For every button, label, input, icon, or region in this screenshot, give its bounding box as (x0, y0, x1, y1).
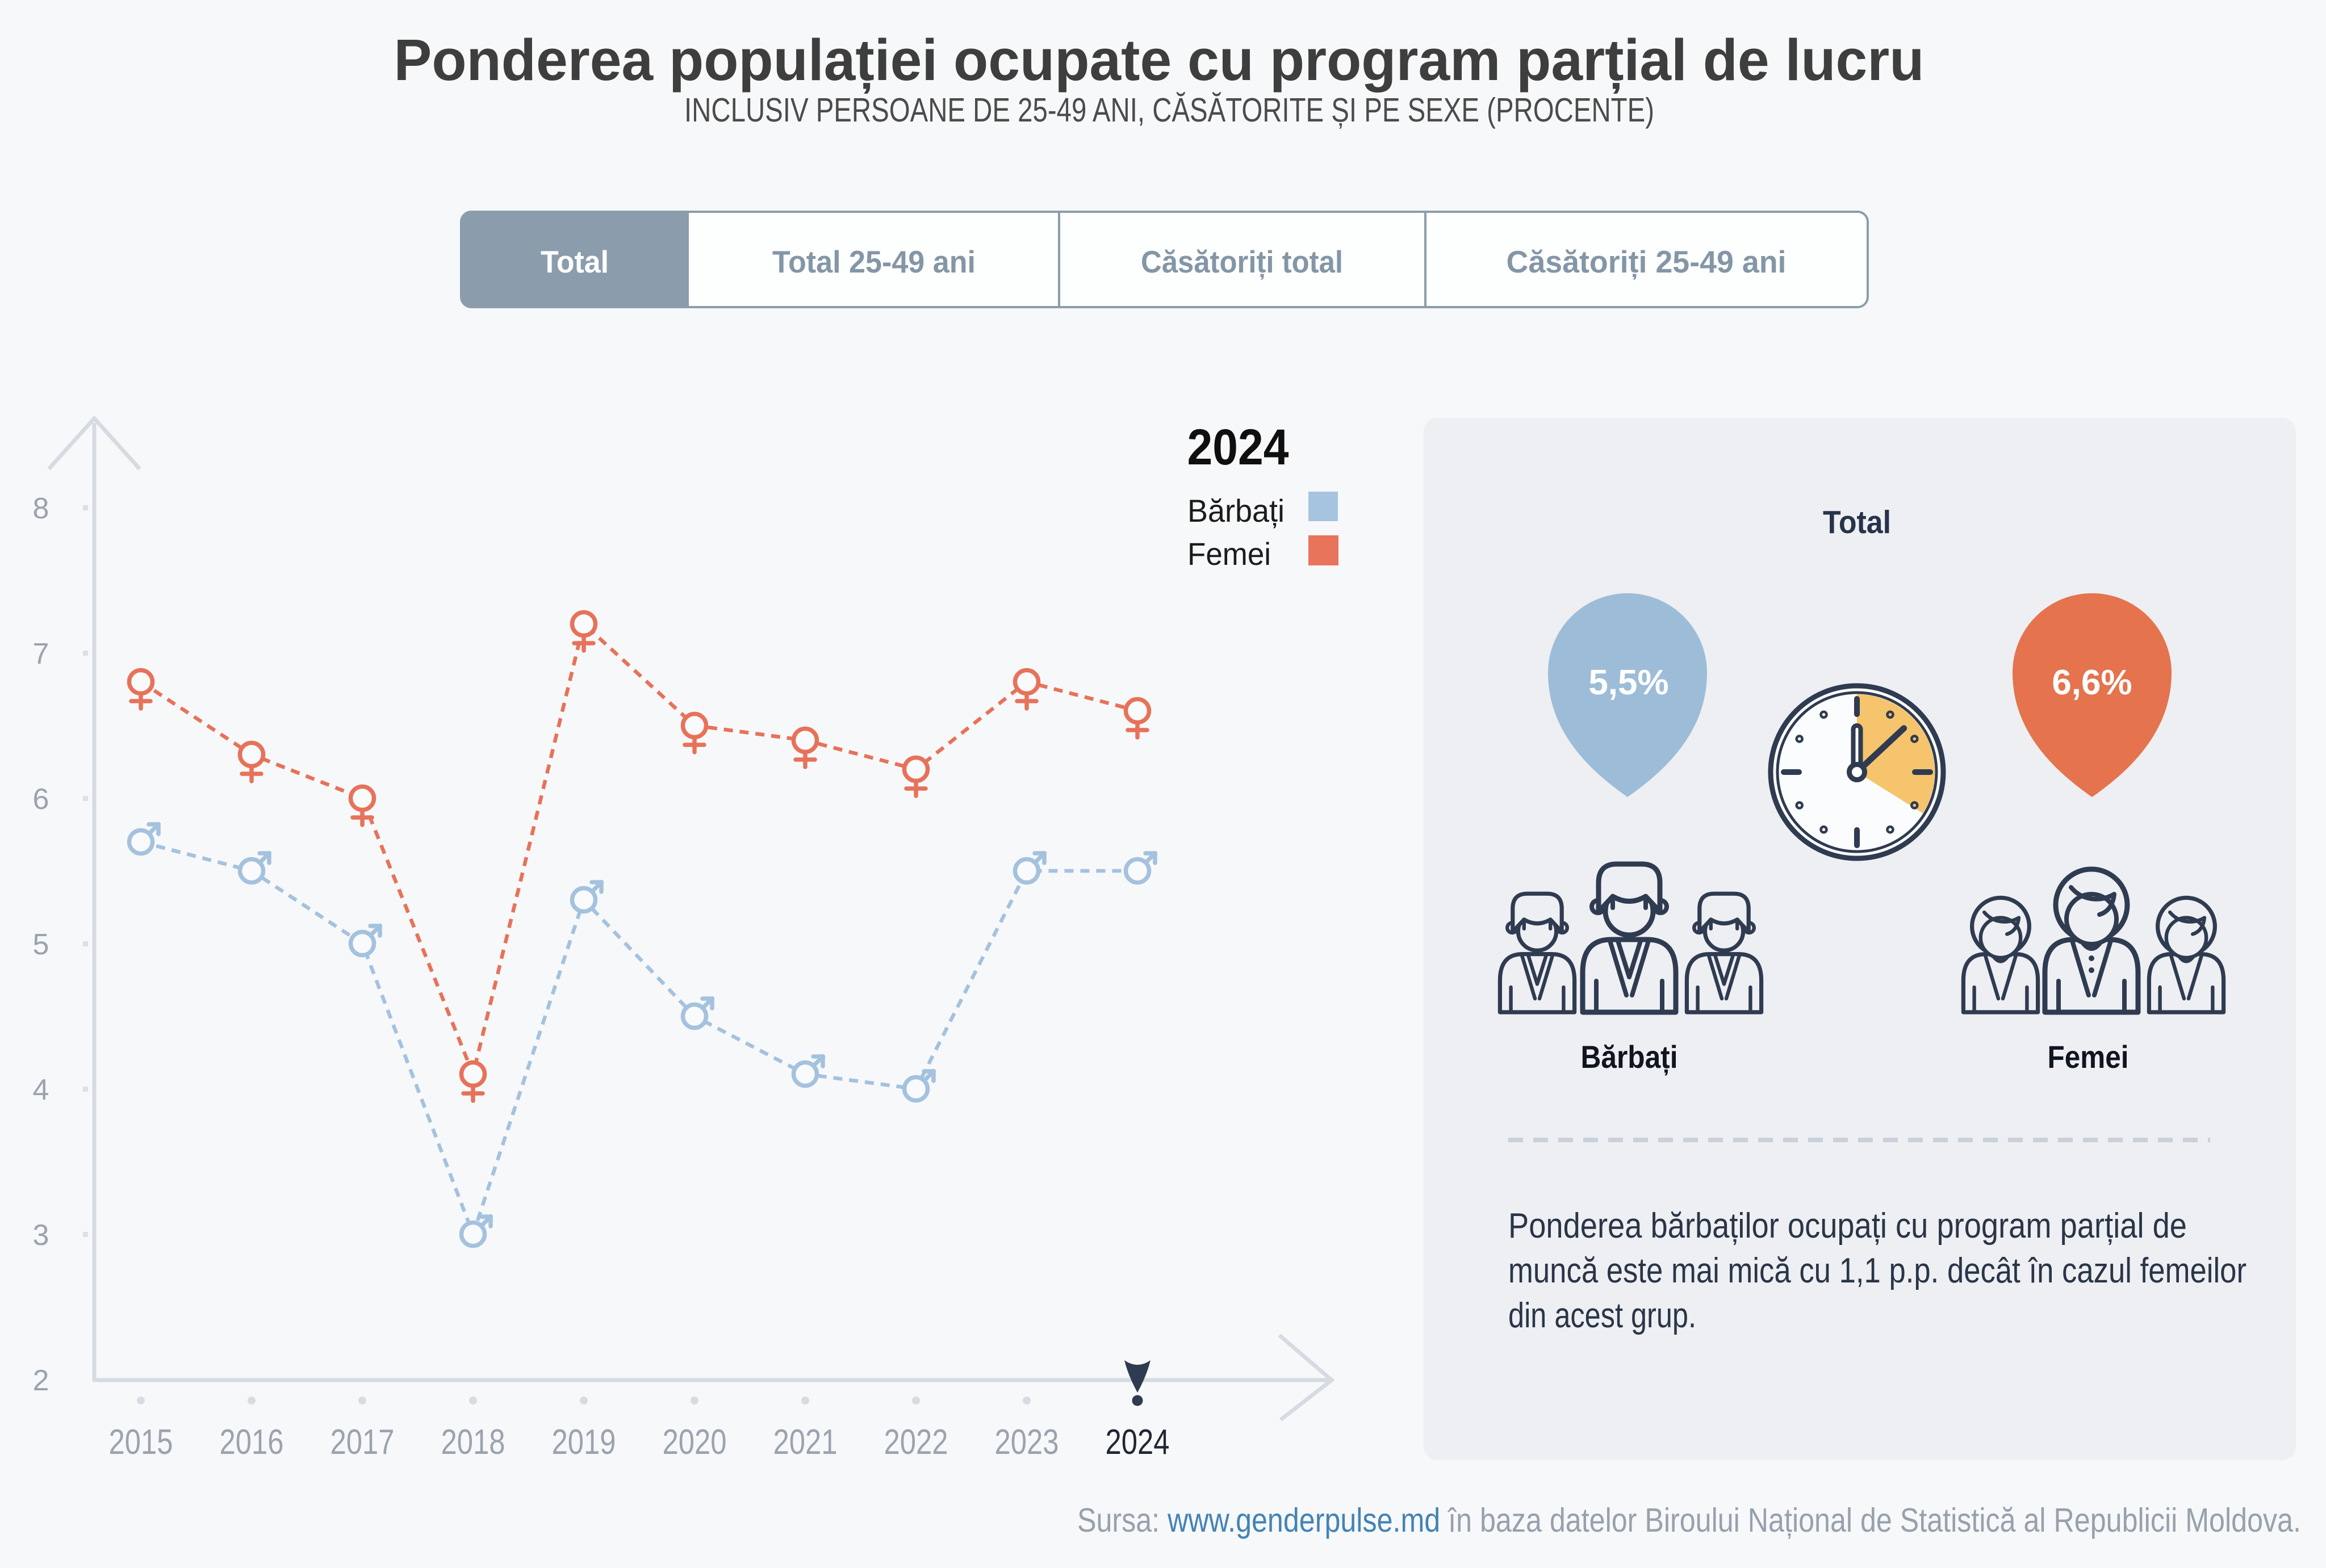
svg-text:Femei: Femei (2048, 1039, 2129, 1075)
svg-text:Total 25-49 ani: Total 25-49 ani (772, 244, 976, 279)
svg-text:muncă este mai mică cu 1,1 p.p: muncă este mai mică cu 1,1 p.p. decât în… (1508, 1251, 2246, 1290)
svg-text:2024: 2024 (1106, 1423, 1170, 1462)
svg-text:5: 5 (33, 928, 49, 961)
svg-text:2: 2 (33, 1364, 49, 1397)
svg-text:3: 3 (33, 1219, 49, 1252)
svg-text:din acest grup.: din acest grup. (1508, 1296, 1696, 1335)
svg-text:2019: 2019 (552, 1423, 616, 1462)
svg-text:Căsătoriți total: Căsătoriți total (1141, 244, 1343, 280)
svg-text:INCLUSIV PERSOANE DE 25-49 ANI: INCLUSIV PERSOANE DE 25-49 ANI, CĂSĂTORI… (684, 91, 1654, 129)
svg-text:2018: 2018 (441, 1423, 505, 1462)
svg-text:Ponderea bărbaților ocupați cu: Ponderea bărbaților ocupați cu program p… (1508, 1206, 2187, 1246)
svg-text:7: 7 (33, 638, 49, 670)
svg-text:2021: 2021 (773, 1423, 838, 1462)
svg-text:Total: Total (1823, 504, 1891, 540)
svg-text:Sursa: www.genderpulse.md în b: Sursa: www.genderpulse.md în baza datelo… (1077, 1502, 2301, 1539)
svg-text:Bărbați: Bărbați (1581, 1039, 1678, 1075)
svg-text:Total: Total (541, 244, 609, 279)
svg-text:2023: 2023 (995, 1423, 1059, 1462)
svg-text:2015: 2015 (109, 1423, 173, 1462)
svg-text:2024: 2024 (1187, 418, 1289, 475)
svg-text:6: 6 (33, 783, 49, 816)
svg-text:Ponderea populației ocupate cu: Ponderea populației ocupate cu program p… (394, 27, 1925, 94)
svg-text:Femei: Femei (1187, 536, 1271, 572)
svg-text:Căsătoriți 25-49 ani: Căsătoriți 25-49 ani (1507, 244, 1787, 280)
svg-text:8: 8 (33, 492, 49, 525)
svg-text:2022: 2022 (884, 1423, 948, 1462)
svg-text:4: 4 (33, 1074, 49, 1106)
svg-text:2016: 2016 (220, 1423, 284, 1462)
svg-text:2020: 2020 (663, 1423, 727, 1462)
svg-text:6,6%: 6,6% (2052, 663, 2132, 702)
svg-text:Bărbați: Bărbați (1187, 493, 1285, 529)
svg-text:2017: 2017 (331, 1423, 395, 1462)
svg-text:5,5%: 5,5% (1588, 663, 1668, 702)
